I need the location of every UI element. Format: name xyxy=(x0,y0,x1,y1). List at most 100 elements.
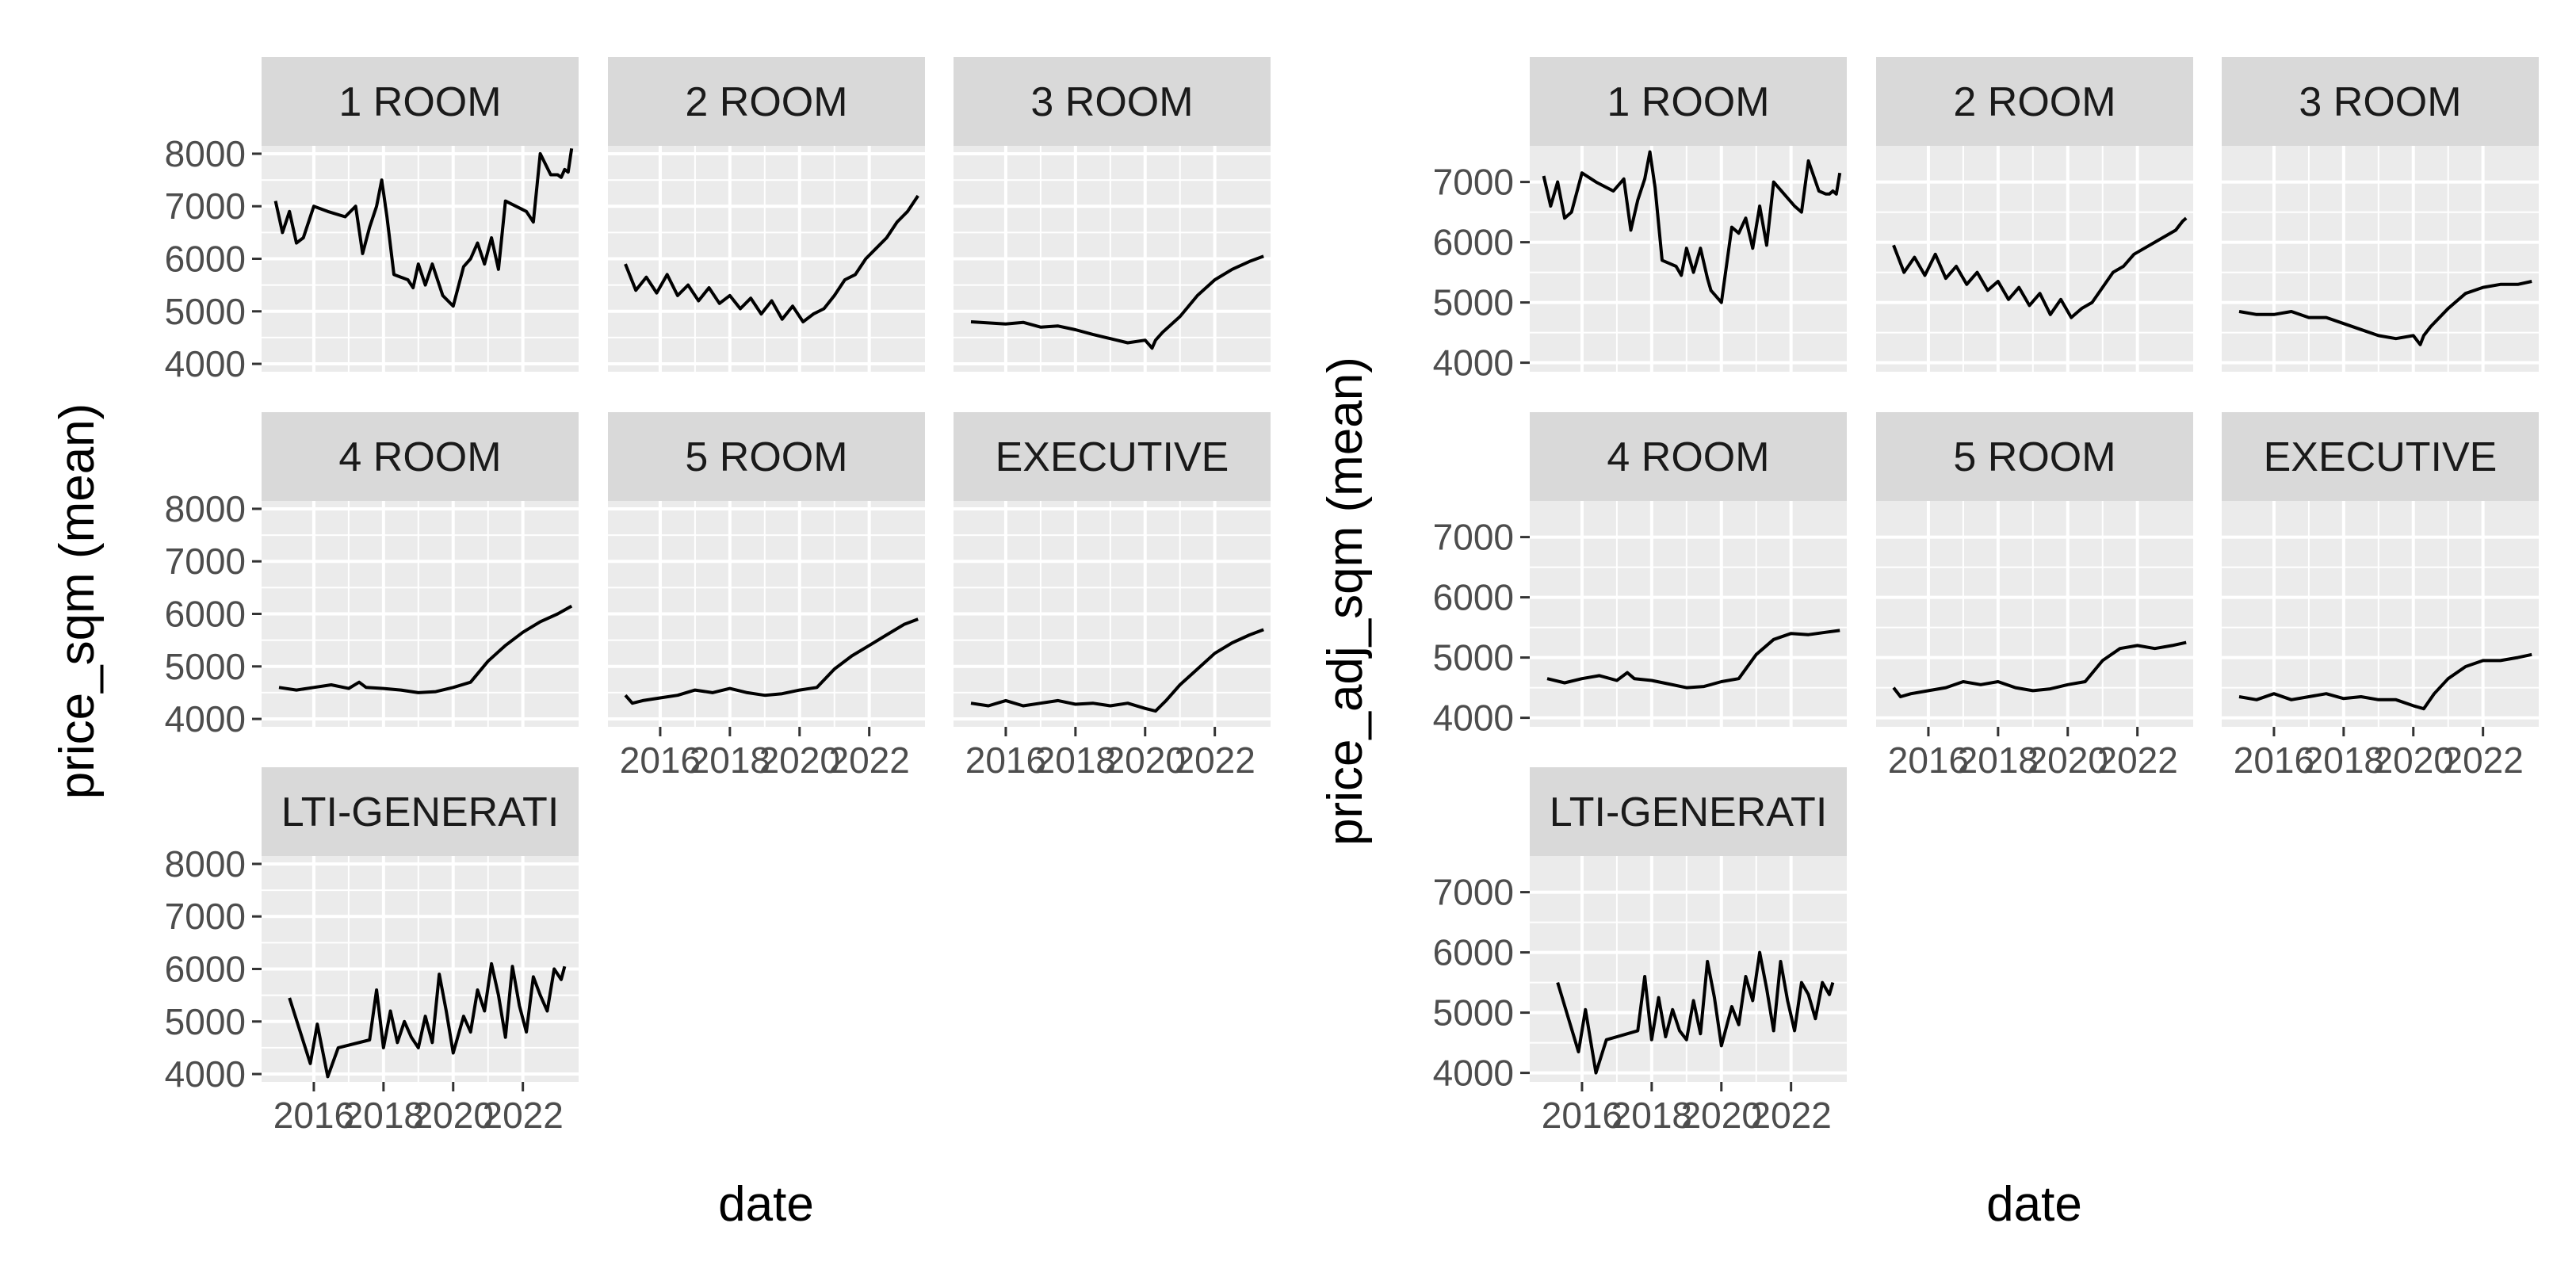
series-line xyxy=(2238,280,2532,346)
x-tick-label: 2016 xyxy=(1542,1095,1622,1136)
x-tick-label: 2020 xyxy=(1105,740,1186,781)
x-tick-label: 2022 xyxy=(1174,740,1255,781)
facet-panel: 3 ROOM xyxy=(2222,57,2539,372)
facet-strip xyxy=(2222,57,2539,146)
series-line xyxy=(273,148,574,308)
x-tick-label: 2018 xyxy=(2303,740,2384,781)
x-tick-label: 2018 xyxy=(1958,740,2039,781)
panel-background xyxy=(1876,146,2193,372)
facet-strip xyxy=(2222,412,2539,501)
x-tick-label: 2020 xyxy=(1681,1095,1762,1136)
y-tick-label: 8000 xyxy=(165,843,246,885)
facet-strip xyxy=(954,412,1271,501)
series-line xyxy=(1546,629,1840,690)
facet-panel: LTI-GENERATI 4000 5000 6000 7000 8000 20162018… xyxy=(165,767,579,1136)
y-tick-label: 7000 xyxy=(165,541,246,582)
y-tick-label: 5000 xyxy=(1433,637,1514,678)
x-tick-label: 2016 xyxy=(965,740,1046,781)
series-line xyxy=(1892,216,2188,319)
series-line xyxy=(1556,950,1835,1075)
facet-strip xyxy=(262,412,579,501)
facet-strip xyxy=(1876,57,2193,146)
series-line xyxy=(2238,652,2532,711)
x-axis-title: date xyxy=(1986,1177,2082,1232)
facet-panel: 1 ROOM 4000 5000 6000 7000 8000 xyxy=(165,57,579,384)
y-axis-title: price_sqm (mean) xyxy=(50,403,105,800)
x-tick-label: 2018 xyxy=(690,740,770,781)
facet-panel: LTI-GENERATI 4000 5000 6000 7000 201620182020… xyxy=(1433,767,1847,1136)
y-tick-label: 4000 xyxy=(1433,1053,1514,1094)
series-line xyxy=(970,254,1264,350)
facet-panel: 1 ROOM 4000 5000 6000 7000 xyxy=(1433,57,1847,384)
x-axis-title: date xyxy=(718,1177,814,1232)
facet-panel: 4 ROOM 4000 5000 6000 7000 xyxy=(1433,412,1847,739)
panel-background xyxy=(2222,501,2539,727)
facet-panel: 2 ROOM xyxy=(1876,57,2193,372)
facet-strip-label: LTI-GENERATI xyxy=(1550,789,1828,835)
y-axis-title: price_adj_sqm (mean) xyxy=(1318,357,1373,846)
facet-strip-label: 1 ROOM xyxy=(1607,79,1769,125)
x-tick-label: 2018 xyxy=(343,1095,424,1136)
facet-panel: 4 ROOM 4000 5000 6000 7000 8000 xyxy=(165,412,579,740)
x-tick-label: 2022 xyxy=(1750,1095,1831,1136)
x-tick-label: 2020 xyxy=(759,740,840,781)
x-tick-label: 2022 xyxy=(2096,740,2177,781)
facet-strip xyxy=(608,412,925,501)
facet-strip-label: 4 ROOM xyxy=(1607,434,1769,480)
series-line xyxy=(288,961,567,1079)
y-tick-label: 6000 xyxy=(1433,222,1514,263)
y-tick-label: 6000 xyxy=(1433,932,1514,973)
series-line xyxy=(278,604,573,694)
y-tick-label: 7000 xyxy=(165,896,246,937)
x-tick-label: 2016 xyxy=(620,740,701,781)
facet-strip-label: 4 ROOM xyxy=(338,434,501,480)
y-tick-label: 8000 xyxy=(165,488,246,529)
x-tick-label: 2022 xyxy=(828,740,909,781)
series-line xyxy=(970,628,1264,713)
y-tick-label: 4000 xyxy=(165,1053,246,1095)
y-tick-label: 5000 xyxy=(1433,992,1514,1034)
facet-strip-label: 5 ROOM xyxy=(685,434,847,480)
facet-strip-label: EXECUTIVE xyxy=(2264,434,2498,480)
facet-strip-label: EXECUTIVE xyxy=(996,434,1229,480)
x-tick-label: 2022 xyxy=(482,1095,563,1136)
y-tick-label: 7000 xyxy=(1433,162,1514,203)
chart-1: 1 ROOM 4000 5000 6000 7000 8000 2 ROOM 3 ROOM 4 … xyxy=(50,57,1271,1232)
y-tick-label: 6000 xyxy=(165,239,246,280)
series-line xyxy=(624,194,919,323)
x-tick-label: 2016 xyxy=(1888,740,1969,781)
x-tick-label: 2018 xyxy=(1611,1095,1692,1136)
y-tick-label: 6000 xyxy=(1433,577,1514,618)
panel-background xyxy=(1530,501,1847,727)
y-tick-label: 4000 xyxy=(165,343,246,384)
y-tick-label: 5000 xyxy=(165,291,246,332)
series-line xyxy=(1892,640,2187,698)
facet-strip-label: 2 ROOM xyxy=(685,79,847,125)
facet-strip-label: 2 ROOM xyxy=(1953,79,2115,125)
facet-panel: 2 ROOM xyxy=(608,57,925,372)
facet-strip xyxy=(1530,767,1847,856)
facet-strip-label: 3 ROOM xyxy=(1030,79,1193,125)
panel-background xyxy=(2222,146,2539,372)
y-tick-label: 7000 xyxy=(1433,872,1514,913)
facet-strip xyxy=(954,57,1271,146)
facet-strip xyxy=(262,57,579,146)
y-tick-label: 5000 xyxy=(165,646,246,687)
y-tick-label: 5000 xyxy=(1433,282,1514,323)
y-tick-label: 5000 xyxy=(165,1001,246,1042)
y-tick-label: 6000 xyxy=(165,594,246,635)
y-tick-label: 4000 xyxy=(1433,342,1514,384)
y-tick-label: 7000 xyxy=(165,185,246,227)
x-tick-label: 2016 xyxy=(2234,740,2314,781)
y-tick-label: 6000 xyxy=(165,949,246,990)
facet-strip xyxy=(1876,412,2193,501)
y-tick-label: 4000 xyxy=(1433,698,1514,739)
y-tick-label: 8000 xyxy=(165,133,246,174)
facet-strip-label: LTI-GENERATI xyxy=(281,789,560,835)
facet-strip-label: 5 ROOM xyxy=(1953,434,2115,480)
